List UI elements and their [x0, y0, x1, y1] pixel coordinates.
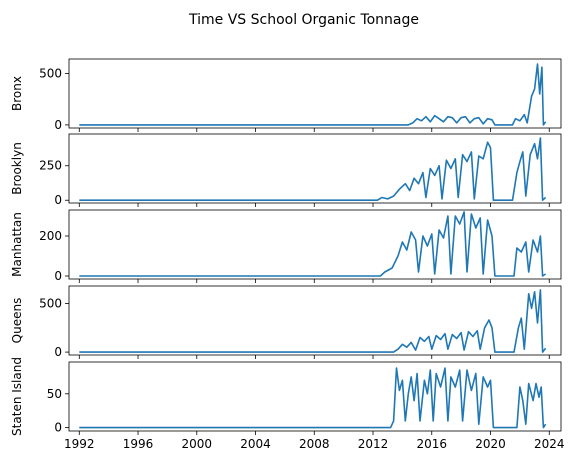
series-line — [79, 137, 547, 201]
y-tick-label: 500 — [39, 66, 62, 80]
plot-frame — [68, 361, 562, 432]
y-axis-label: Manhattan — [10, 212, 24, 277]
plot-frame — [68, 285, 562, 356]
y-tick-label: 250 — [39, 159, 62, 173]
x-tick-label: 2024 — [534, 437, 565, 451]
y-axis-label: Brooklyn — [10, 142, 24, 195]
y-axis-label: Staten Island — [10, 357, 24, 436]
plot-frame — [68, 58, 562, 129]
x-tick-label: 2000 — [181, 437, 212, 451]
y-tick-label: 0 — [54, 269, 62, 283]
series-line — [79, 211, 547, 277]
x-tick-label: 2016 — [416, 437, 447, 451]
y-axis-label: Queens — [10, 298, 24, 344]
y-tick-label: 0 — [54, 421, 62, 435]
x-tick-label: 2020 — [475, 437, 506, 451]
x-tick-label: 1992 — [64, 437, 95, 451]
chart-title: Time VS School Organic Tonnage — [188, 12, 419, 28]
y-axis-label: Bronx — [10, 76, 24, 111]
panel-queens: 0 500 Queens — [10, 285, 562, 359]
x-tick-label: 2012 — [358, 437, 389, 451]
y-tick-label: 50 — [47, 387, 62, 401]
y-tick-label: 200 — [39, 229, 62, 243]
series-line — [79, 367, 547, 429]
series-line — [79, 63, 547, 126]
y-tick-label: 0 — [54, 193, 62, 207]
y-tick-label: 0 — [54, 345, 62, 359]
x-tick-label: 2008 — [299, 437, 330, 451]
plot-frame — [68, 209, 562, 280]
plot-frame — [68, 133, 562, 204]
panel-brooklyn: 0 250 Brooklyn — [10, 133, 562, 207]
panel-bronx: 0 500 Bronx — [10, 58, 562, 132]
x-tick-label: 2004 — [240, 437, 271, 451]
panel-staten-island: 0 50 Staten Island 1992 1996 2000 2004 2008 2012… — [10, 357, 565, 451]
y-tick-label: 500 — [39, 296, 62, 310]
y-tick-label: 0 — [54, 118, 62, 132]
series-line — [79, 289, 547, 353]
panel-manhattan: 0 200 Manhattan — [10, 209, 562, 283]
x-tick-label: 1996 — [123, 437, 154, 451]
subplot-panels: 0500Bronx0250Brooklyn0200Manhattan0500Qu… — [10, 58, 565, 451]
